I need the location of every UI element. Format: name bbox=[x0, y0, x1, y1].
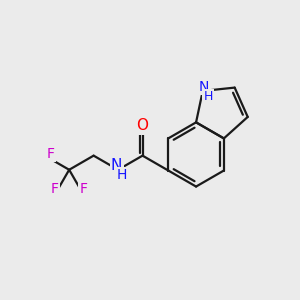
Text: F: F bbox=[51, 182, 59, 196]
Text: N: N bbox=[199, 80, 209, 94]
Text: H: H bbox=[203, 90, 213, 103]
Text: F: F bbox=[80, 182, 87, 196]
Text: N: N bbox=[111, 158, 122, 172]
Text: O: O bbox=[136, 118, 148, 134]
Text: F: F bbox=[46, 147, 55, 161]
Text: H: H bbox=[116, 168, 127, 182]
